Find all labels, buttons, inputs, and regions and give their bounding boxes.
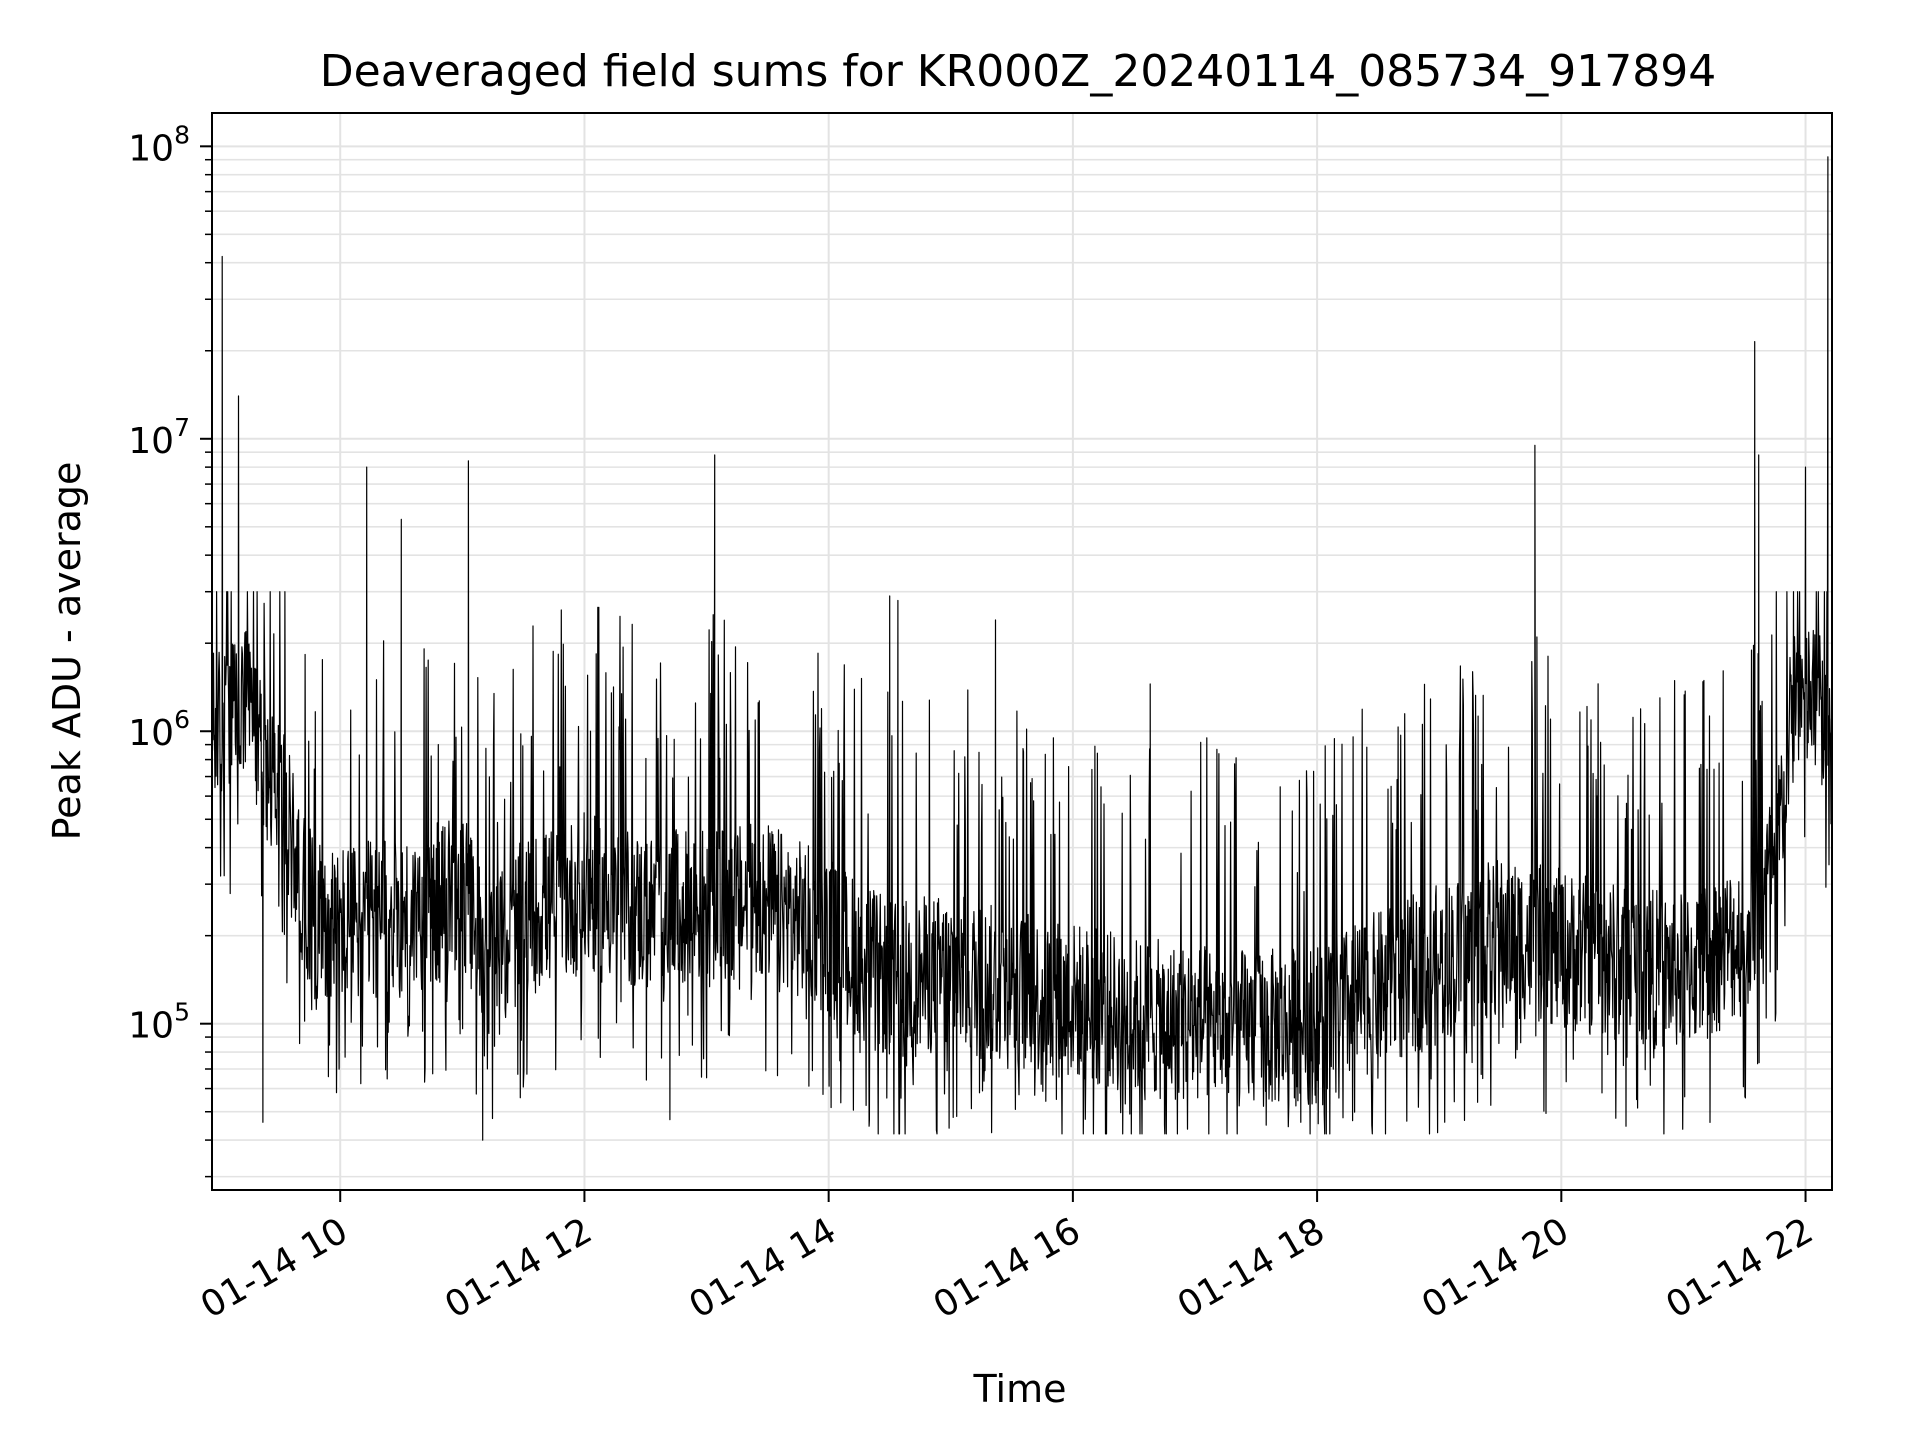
y-tick-label: 106 [128, 705, 190, 754]
plot-frame [211, 112, 1833, 1191]
y-tick-exponent: 6 [174, 705, 190, 734]
y-tick-label: 105 [128, 998, 190, 1047]
y-tick-base: 10 [128, 421, 174, 462]
chart-title: Deaveraged field sums for KR000Z_2024011… [320, 46, 1716, 97]
y-tick-exponent: 5 [174, 998, 190, 1027]
series-layer [211, 156, 1833, 1141]
y-tick-exponent: 7 [174, 413, 190, 442]
y-tick-base: 10 [128, 1006, 174, 1047]
y-tick-base: 10 [128, 128, 174, 169]
x-axis-label: Time [973, 1367, 1067, 1411]
y-tick-base: 10 [128, 713, 174, 754]
y-tick-exponent: 8 [174, 120, 190, 149]
y-tick-label: 108 [128, 120, 190, 169]
data-series-line [211, 156, 1833, 1141]
y-tick-label: 107 [128, 413, 190, 462]
y-axis-label: Peak ADU - average [45, 462, 89, 841]
